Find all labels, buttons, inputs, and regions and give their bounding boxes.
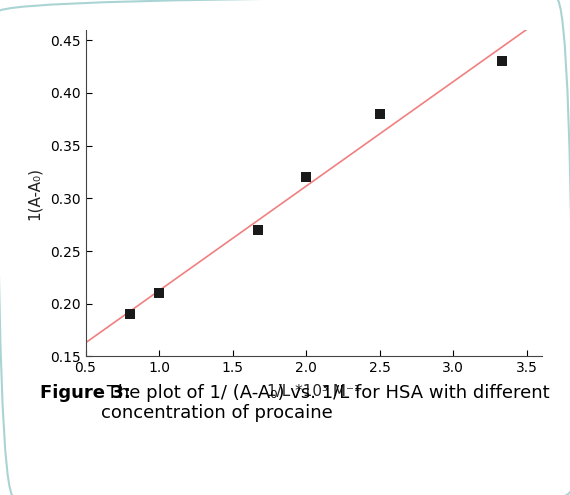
Point [125, 310, 134, 318]
Text: Figure 3:: Figure 3: [40, 384, 131, 401]
Point [253, 226, 262, 234]
Point [375, 110, 384, 118]
Point [302, 173, 311, 181]
Text: The plot of 1/ (A-A₀) vs. 1/L for HSA with different
concentration of procaine: The plot of 1/ (A-A₀) vs. 1/L for HSA wi… [101, 384, 550, 422]
Y-axis label: 1(A-A₀): 1(A-A₀) [27, 166, 42, 220]
Point [154, 289, 164, 297]
Point [497, 57, 506, 65]
X-axis label: 1/L *10³ M⁻¹: 1/L *10³ M⁻¹ [267, 384, 360, 398]
